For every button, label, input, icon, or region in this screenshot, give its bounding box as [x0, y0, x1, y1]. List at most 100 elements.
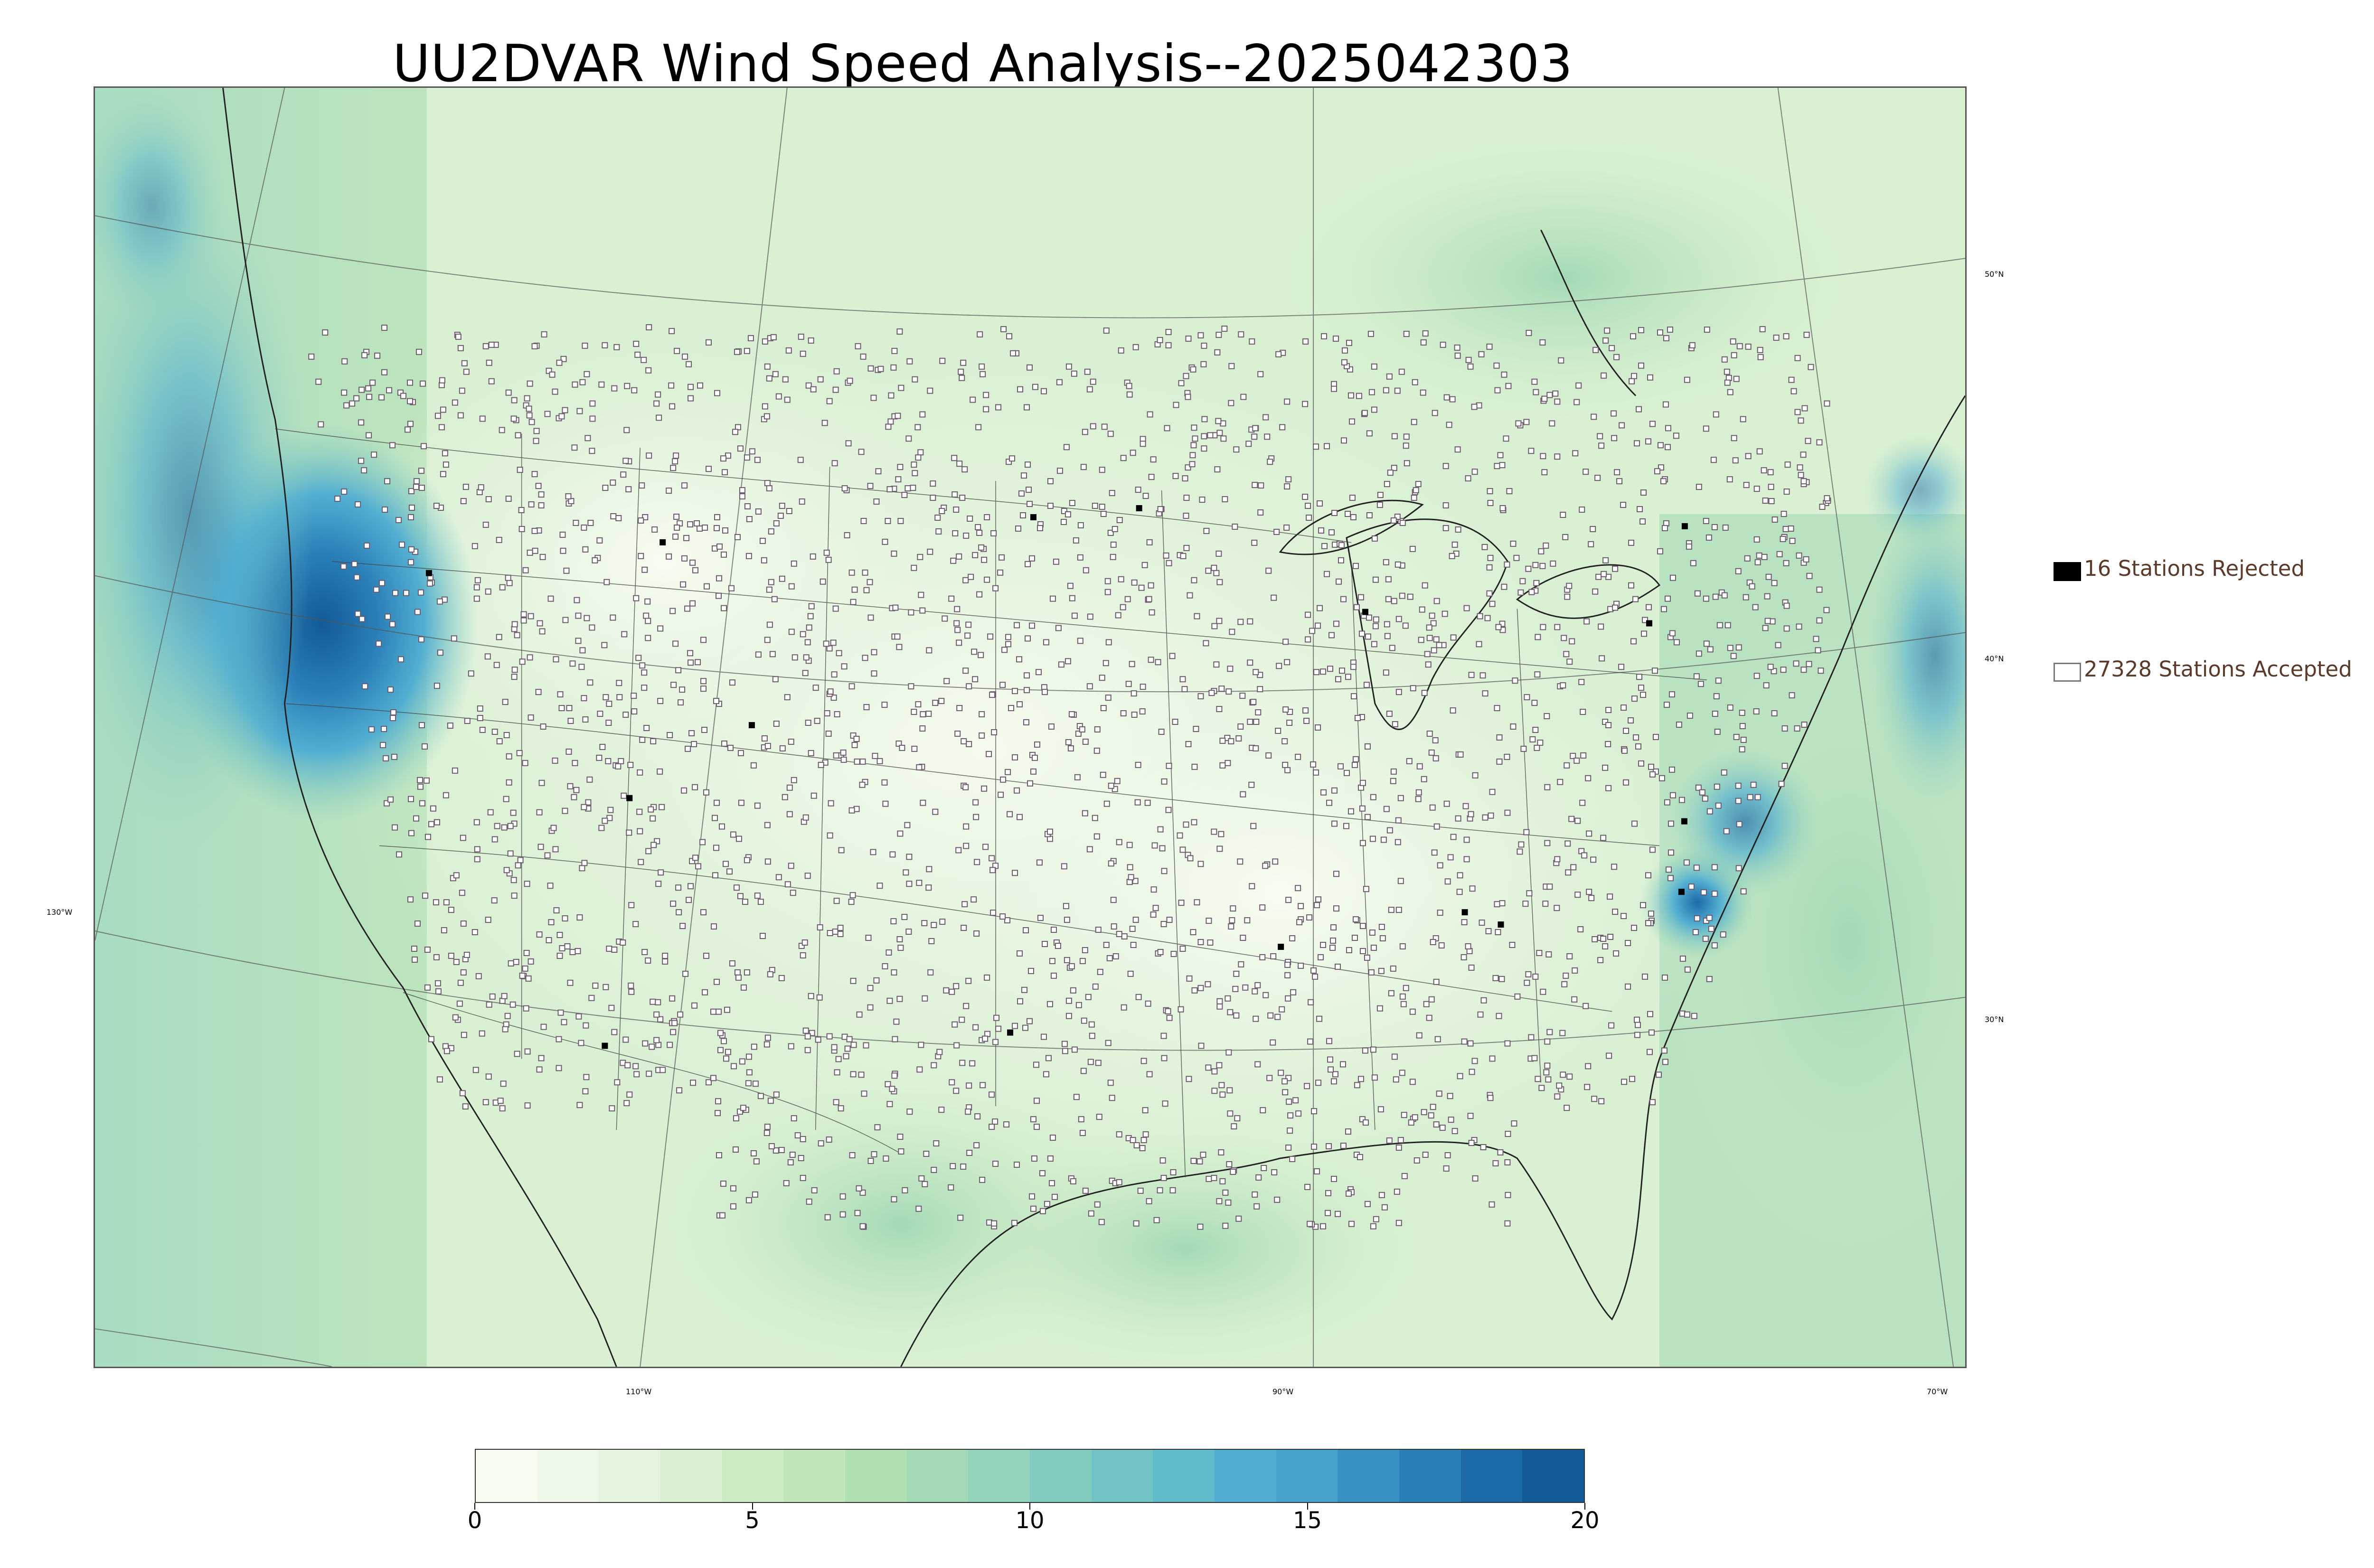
station-marker [1764, 618, 1771, 624]
station-marker [407, 896, 414, 903]
station-marker [1494, 463, 1500, 469]
station-marker [621, 631, 628, 638]
station-marker [1046, 828, 1053, 835]
station-marker [1639, 518, 1646, 525]
station-marker [895, 413, 901, 419]
station-marker [700, 678, 707, 685]
station-marker [434, 413, 441, 419]
station-marker [1570, 752, 1576, 759]
station-marker [374, 352, 381, 359]
station-marker [1598, 1098, 1605, 1105]
station-marker [1535, 634, 1541, 640]
station-marker [494, 823, 500, 829]
station-marker [1781, 762, 1788, 769]
station-marker [622, 458, 629, 464]
station-marker [778, 1147, 785, 1154]
station-marker [815, 1036, 821, 1043]
station-marker [1549, 420, 1555, 427]
station-marker [837, 925, 844, 931]
station-marker [1601, 372, 1607, 379]
station-marker [443, 792, 449, 798]
station-marker [584, 371, 590, 377]
station-marker [1789, 692, 1795, 699]
station-marker [1140, 441, 1146, 447]
station-marker [411, 956, 418, 963]
station-marker [1419, 606, 1425, 613]
station-marker [881, 702, 888, 708]
station-marker [1071, 1046, 1078, 1053]
station-marker [418, 722, 425, 728]
station-marker [1193, 726, 1199, 732]
station-marker [1424, 651, 1431, 657]
station-marker [1754, 559, 1761, 565]
station-marker [1290, 989, 1297, 995]
station-marker [734, 348, 740, 355]
station-marker [848, 807, 855, 814]
station-marker [1654, 468, 1660, 475]
station-marker [1230, 1168, 1236, 1175]
station-marker [1235, 1215, 1242, 1222]
station-marker [872, 752, 878, 759]
wind-speed-map[interactable] [94, 86, 1967, 1368]
station-marker [1739, 746, 1745, 752]
station-marker [1398, 368, 1405, 375]
station-marker [1043, 639, 1049, 646]
station-marker [1469, 1069, 1475, 1075]
station-marker [1422, 330, 1429, 337]
station-marker [564, 943, 571, 949]
station-marker [875, 468, 882, 475]
station-marker [679, 923, 686, 930]
station-marker [1611, 864, 1618, 870]
station-marker [1067, 582, 1074, 589]
station-marker [763, 1041, 770, 1048]
station-marker [1359, 923, 1366, 930]
station-marker [1216, 1003, 1223, 1010]
station-marker [1373, 616, 1379, 623]
station-marker [1602, 764, 1609, 771]
station-marker [1214, 349, 1221, 356]
station-marker [810, 792, 817, 799]
station-marker [972, 552, 979, 558]
station-marker [681, 555, 688, 562]
station-marker [341, 358, 348, 365]
station-marker [1390, 778, 1396, 784]
station-marker [1649, 1029, 1655, 1036]
station-marker [597, 711, 603, 717]
lat-label-40n: 40°N [1985, 654, 2004, 663]
station-marker [744, 503, 751, 510]
station-marker [1282, 1089, 1289, 1096]
station-marker [1103, 327, 1110, 334]
station-marker [657, 1016, 664, 1023]
station-marker [950, 557, 957, 564]
station-marker [504, 1013, 511, 1019]
station-marker [1495, 624, 1502, 630]
station-marker [1641, 630, 1648, 637]
station-marker [428, 1036, 434, 1042]
station-marker [1796, 623, 1802, 630]
station-marker [1104, 578, 1111, 584]
station-marker [871, 649, 877, 656]
station-marker [1397, 1137, 1404, 1144]
station-marker [1488, 812, 1494, 819]
station-marker [616, 694, 623, 701]
station-marker [685, 745, 691, 752]
station-marker [1099, 467, 1105, 473]
station-marker [1257, 371, 1264, 377]
station-marker [562, 617, 569, 623]
station-marker [1173, 402, 1179, 408]
station-marker [1312, 973, 1319, 980]
station-marker [659, 804, 665, 810]
station-marker [1045, 1055, 1052, 1061]
station-marker [1771, 580, 1778, 586]
station-marker [750, 1150, 757, 1156]
station-marker [699, 839, 706, 845]
station-marker [817, 924, 823, 931]
station-marker [775, 393, 782, 400]
station-marker [1029, 1193, 1035, 1200]
station-marker [1376, 1005, 1383, 1012]
station-marker [897, 517, 904, 524]
station-marker [496, 738, 503, 744]
station-marker [973, 930, 980, 937]
station-marker [582, 342, 588, 349]
station-marker [855, 343, 861, 349]
